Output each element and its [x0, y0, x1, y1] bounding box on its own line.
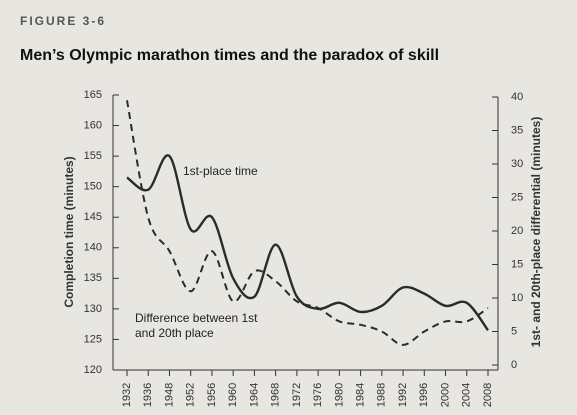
x-tick-label: 1936	[142, 383, 154, 407]
x-tick-label: 2000	[439, 383, 451, 407]
annotation: Difference between 1st and 20th place	[135, 311, 258, 340]
y-tick-label: 145	[84, 211, 102, 223]
y-axis-label: Completion time (minutes)	[62, 156, 76, 307]
x-tick-label: 1980	[333, 383, 345, 407]
series-line	[126, 100, 489, 346]
y2-axis-label: 1st- and 20th-place differential (minute…	[529, 117, 543, 348]
y-tick-label: 140	[84, 242, 102, 254]
y2-tick-label: 35	[511, 124, 523, 136]
y2-tick-label: 25	[511, 191, 523, 203]
y-tick-label: 165	[84, 89, 102, 101]
y-tick-label: 120	[84, 364, 102, 376]
x-tick-label: 1952	[185, 383, 197, 407]
x-tick-label: 1960	[227, 383, 239, 407]
y-tick-label: 150	[84, 181, 102, 193]
x-tick-label: 1972	[291, 383, 303, 407]
x-tick-label: 1932	[121, 383, 133, 407]
y-tick-label: 130	[84, 303, 102, 315]
y2-tick-label: 20	[511, 225, 523, 237]
y2-tick-label: 10	[511, 292, 523, 304]
figure-label: FIGURE 3-6	[20, 14, 106, 28]
y-tick-label: 125	[84, 333, 102, 345]
chart-title: Men’s Olympic marathon times and the par…	[20, 47, 439, 64]
x-tick-label: 1992	[397, 383, 409, 407]
x-tick-label: 1964	[248, 383, 260, 407]
x-tick-label: 1968	[270, 383, 282, 407]
y2-tick-label: 5	[511, 325, 517, 337]
x-tick-label: 2008	[482, 383, 494, 407]
y-tick-label: 155	[84, 150, 102, 162]
y-tick-label: 135	[84, 272, 102, 284]
x-tick-label: 1984	[354, 383, 366, 407]
x-tick-label: 1976	[312, 383, 324, 407]
x-tick-label: 1948	[163, 383, 175, 407]
y2-tick-label: 40	[511, 91, 523, 103]
x-tick-label: 1988	[376, 383, 388, 407]
y2-tick-label: 15	[511, 258, 523, 270]
x-tick-label: 2004	[461, 383, 473, 407]
y2-tick-label: 30	[511, 158, 523, 170]
series-line	[126, 154, 489, 332]
x-tick-label: 1956	[206, 383, 218, 407]
y-tick-label: 160	[84, 119, 102, 131]
x-tick-label: 1996	[418, 383, 430, 407]
annotation: 1st-place time	[183, 164, 258, 178]
y2-tick-label: 0	[511, 359, 517, 371]
